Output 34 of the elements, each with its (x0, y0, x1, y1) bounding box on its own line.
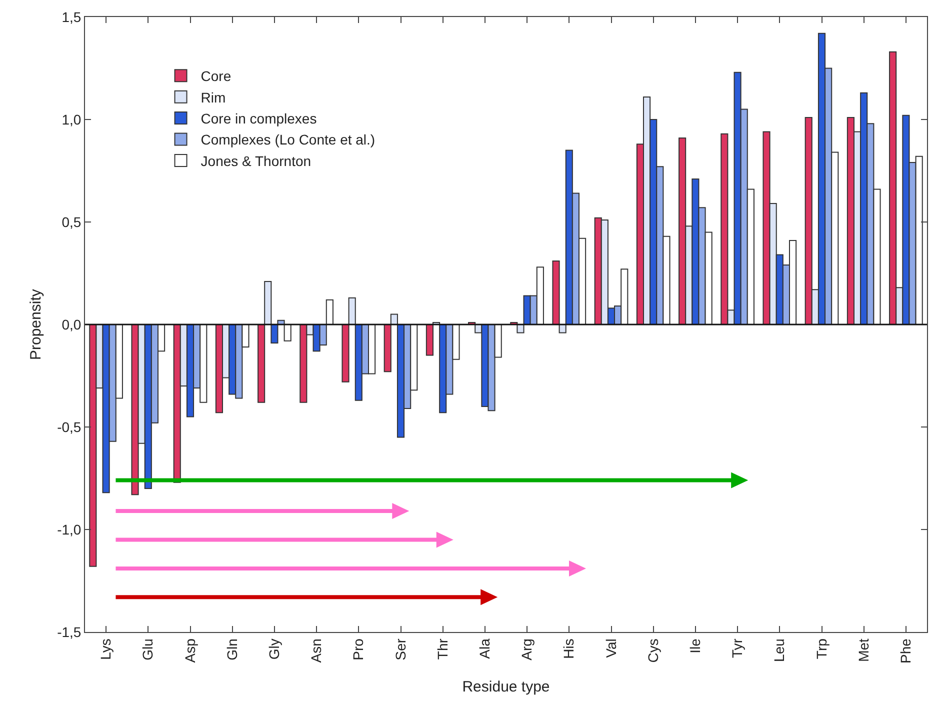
legend-label: Core (200, 68, 232, 84)
x-tick-label: Cys (644, 638, 661, 663)
y-tick-label: 1,5 (62, 8, 82, 25)
x-tick-label: Ala (476, 638, 492, 659)
y-tick-label: 0,0 (62, 316, 82, 332)
x-tick-label: Tyr (729, 638, 746, 658)
x-tick-label: Asp (182, 638, 198, 663)
x-tick-label: Pro (350, 638, 366, 660)
x-tick-label: Arg (518, 638, 535, 660)
x-tick-label: Gln (224, 638, 240, 660)
y-axis-title: Propensity (27, 288, 44, 360)
y-tick-label: -1,0 (57, 521, 82, 538)
legend-label: Core in complexes (200, 110, 317, 127)
x-tick-label: Met (855, 638, 872, 662)
x-tick-label: Phe (898, 638, 914, 664)
legend-label: Complexes (Lo Conte et al.) (200, 132, 376, 148)
y-tick-label: -0,5 (57, 418, 82, 435)
y-tick-label: -1,5 (57, 624, 82, 640)
x-tick-label: Trp (813, 638, 830, 660)
x-tick-label: Ile (687, 638, 703, 654)
legend-label: Rim (200, 89, 226, 106)
x-tick-label: Lys (98, 638, 114, 660)
y-tick-label: 0,5 (62, 214, 82, 230)
x-tick-label: Asn (308, 638, 324, 663)
x-axis-title: Residue type (462, 678, 550, 696)
x-tick-label: Gly (266, 638, 282, 660)
y-tick-label: 1,0 (62, 111, 82, 128)
x-tick-label: Leu (771, 638, 788, 662)
x-tick-label: Glu (140, 638, 156, 660)
x-tick-label: Ser (392, 638, 408, 660)
x-tick-label: His (560, 638, 577, 659)
x-tick-label: Thr (434, 638, 450, 660)
x-tick-label: Val (602, 638, 619, 658)
legend-label: Jones & Thornton (200, 152, 312, 169)
